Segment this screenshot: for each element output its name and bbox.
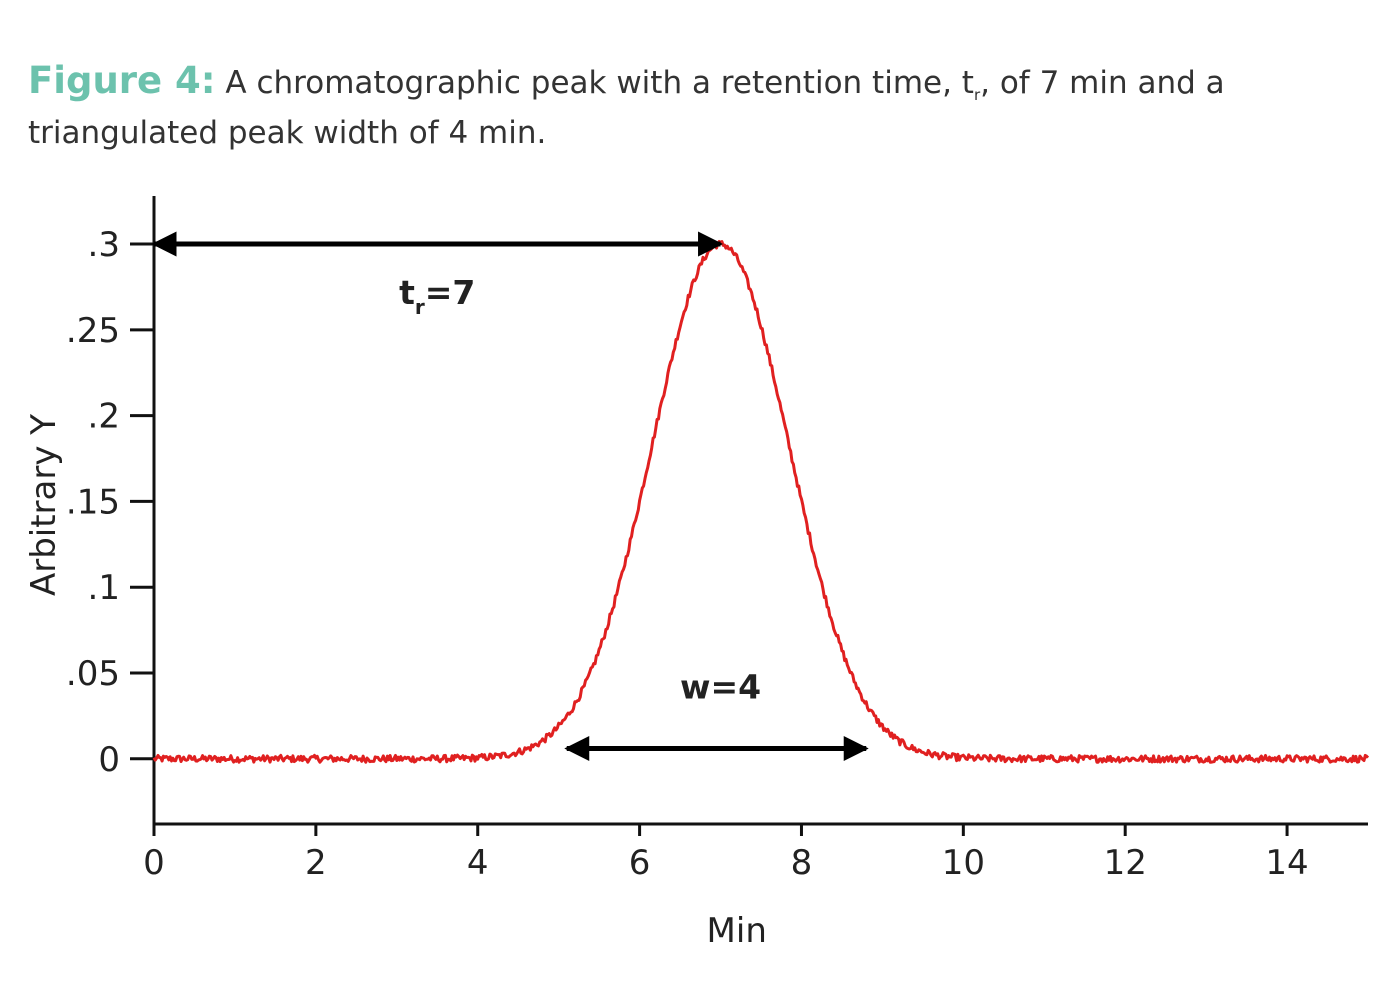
- y-tick-label: .2: [88, 397, 120, 437]
- x-tick-label: 10: [942, 843, 985, 883]
- caption-text-1: A chromatographic peak with a retention …: [225, 65, 974, 101]
- x-tick-label: 14: [1265, 843, 1308, 883]
- y-tick-label: .15: [66, 482, 120, 522]
- x-tick-label: 6: [629, 843, 651, 883]
- x-tick-label: 12: [1104, 843, 1147, 883]
- x-tick-label: 2: [305, 843, 327, 883]
- peak-trace-line: [152, 240, 1370, 764]
- x-axis-label: Min: [707, 911, 767, 951]
- figure-caption: Figure 4: A chromatographic peak with a …: [28, 62, 1348, 152]
- retention-time-label: tr=7: [399, 273, 475, 319]
- peak-width-label: w=4: [680, 668, 761, 707]
- series: [152, 240, 1370, 764]
- x-tick-label: 0: [143, 843, 165, 883]
- y-tick-label: .05: [66, 654, 120, 694]
- y-tick-label: .1: [88, 568, 120, 608]
- x-tick-label: 4: [467, 843, 489, 883]
- axes: [152, 196, 1368, 826]
- caption-subscript: r: [973, 86, 981, 105]
- ticks: 0 2 4 6 8 10 12 14 0 .05 .1 .15 .2 .25 .3: [66, 225, 1309, 883]
- y-tick-label: .3: [88, 225, 120, 265]
- y-axis-label: Arbitrary Y: [24, 414, 64, 596]
- figure-label: Figure 4:: [28, 59, 216, 102]
- x-tick-label: 8: [791, 843, 813, 883]
- y-tick-label: .25: [66, 311, 120, 351]
- y-tick-label: 0: [98, 740, 120, 780]
- caption-text-2: , of 7 min and a triangulated peak width…: [28, 65, 1225, 152]
- axis-labels: Min Arbitrary Y: [24, 414, 767, 951]
- annotations: tr=7 w=4: [151, 231, 869, 762]
